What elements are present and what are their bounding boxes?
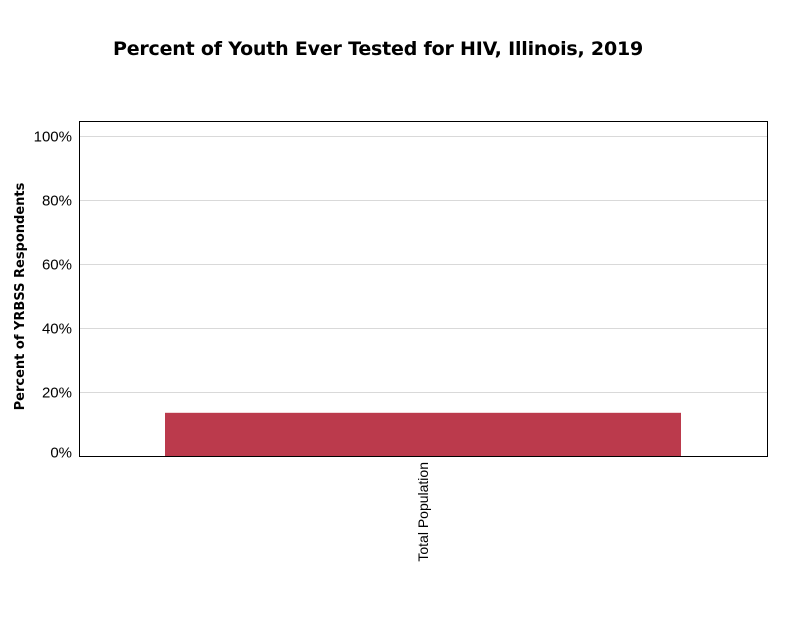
bars [165, 412, 681, 456]
x-axis-categories: Total Population [415, 462, 431, 562]
y-axis-title: Percent of YRBSS Respondents [13, 182, 28, 410]
plot-frame [79, 121, 768, 457]
x-category-label: Total Population [415, 462, 431, 562]
y-axis-ticks: 0% 20% 40% 60% 80% 100% [34, 129, 72, 462]
y-tick-label: 60% [42, 257, 72, 274]
y-tick-label: 100% [34, 129, 72, 146]
gridlines [79, 136, 767, 393]
bar [165, 412, 681, 456]
y-tick-label: 40% [42, 321, 72, 338]
y-tick-label: 0% [50, 445, 72, 462]
chart-title: Percent of Youth Ever Tested for HIV, Il… [112, 38, 644, 60]
y-tick-label: 20% [42, 385, 72, 402]
y-tick-label: 80% [42, 193, 72, 210]
